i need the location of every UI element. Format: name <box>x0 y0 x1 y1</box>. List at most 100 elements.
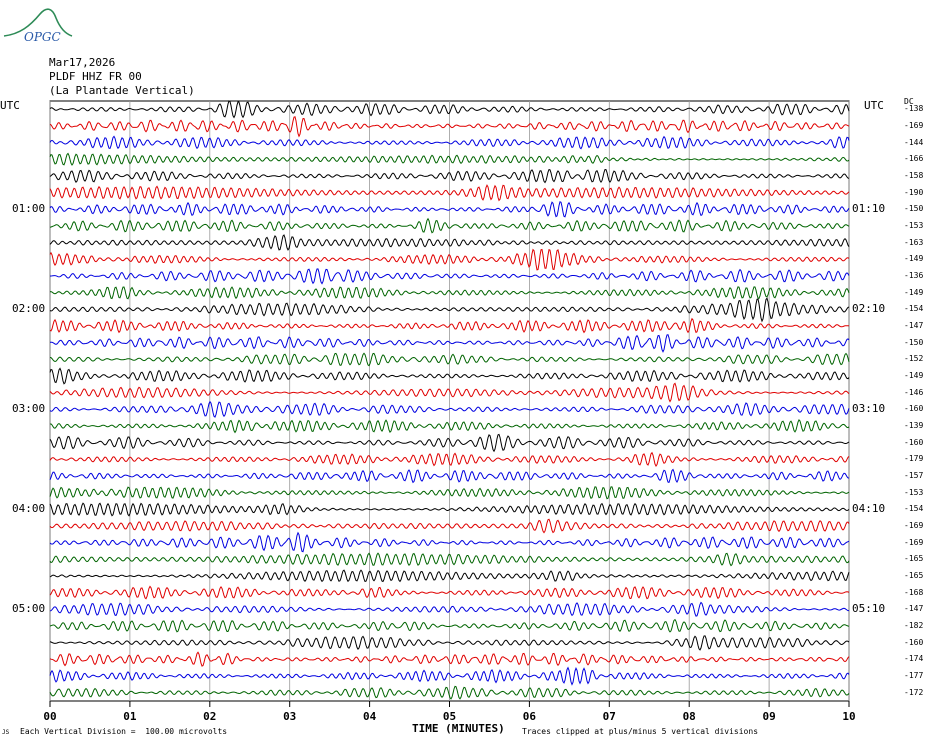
trace-line <box>49 317 850 334</box>
trace-line <box>49 531 850 553</box>
right-time-label: 03:10 <box>852 402 886 416</box>
x-tick-label: 05 <box>443 710 456 723</box>
dc-offset-label: -179 <box>904 454 924 464</box>
dc-offset-label: -150 <box>904 204 924 214</box>
dc-offset-label: -136 <box>904 271 924 280</box>
trace-line <box>49 400 850 418</box>
corner-mark: JS <box>2 729 10 736</box>
left-time-label: 02:00 <box>12 302 46 316</box>
left-time-label: 01:00 <box>12 202 46 216</box>
trace-line <box>49 666 850 686</box>
x-tick-label: 07 <box>603 710 616 723</box>
trace-line <box>49 184 850 202</box>
dc-offset-label: -182 <box>904 621 924 630</box>
trace-line <box>49 367 850 385</box>
dc-offset-label: -149 <box>904 371 924 380</box>
trace-line <box>49 248 850 271</box>
dc-offset-label: -138 <box>904 104 924 114</box>
right-time-label: 04:10 <box>852 502 886 516</box>
dc-offset-label: -153 <box>904 487 924 497</box>
dc-offset-label: -160 <box>904 404 924 414</box>
dc-offset-label: -169 <box>904 537 924 547</box>
left-time-label: 05:00 <box>12 602 46 616</box>
trace-line <box>49 135 850 150</box>
trace-line <box>49 100 850 119</box>
dc-offset-label: -169 <box>904 121 924 130</box>
dc-offset-label: -139 <box>904 421 924 430</box>
utc-right-label: UTC <box>864 99 884 112</box>
x-tick-label: 04 <box>363 710 377 723</box>
dc-offset-label: -146 <box>904 387 924 397</box>
left-time-label: 03:00 <box>12 402 46 416</box>
clip-note: Traces clipped at plus/minus 5 vertical … <box>522 727 759 736</box>
x-tick-label: 01 <box>123 710 137 723</box>
trace-line <box>49 685 850 700</box>
dc-offset-label: -152 <box>904 354 924 364</box>
trace-group <box>49 100 850 700</box>
dc-offset-label: -172 <box>904 687 924 697</box>
dc-offset-label: -144 <box>904 137 924 147</box>
trace-line <box>49 286 850 300</box>
x-tick-label: 06 <box>523 710 537 723</box>
x-tick-group: 00 01 02 03 04 05 06 07 08 09 10 <box>43 701 856 723</box>
trace-line <box>49 635 850 651</box>
dc-offset-label: -169 <box>904 521 924 530</box>
dc-offset-label: -160 <box>904 437 924 447</box>
right-time-label: 01:10 <box>852 202 886 216</box>
dc-offset-label: -147 <box>904 321 924 330</box>
dc-offset-label: -190 <box>904 187 924 197</box>
trace-line <box>49 468 850 484</box>
trace-line <box>49 116 850 138</box>
dc-offset-label: -165 <box>904 571 924 580</box>
dc-offset-label: -147 <box>904 604 924 614</box>
dc-offset-label: -177 <box>904 671 924 680</box>
dc-offset-label: -166 <box>904 154 924 164</box>
trace-line <box>49 382 850 403</box>
header-date: Mar17,2026 <box>49 56 116 69</box>
dc-offset-label: -153 <box>904 221 924 230</box>
header-station: (La Plantade Vertical) <box>49 84 195 97</box>
x-tick-label: 02 <box>203 710 216 723</box>
utc-left-label: UTC <box>0 99 20 112</box>
trace-line <box>49 201 850 218</box>
x-tick-label: 09 <box>762 710 775 723</box>
trace-line <box>49 502 850 517</box>
trace-line <box>49 651 850 667</box>
trace-line <box>49 518 850 534</box>
trace-line <box>50 334 850 353</box>
x-tick-label: 00 <box>43 710 56 723</box>
dc-offset-label: -158 <box>904 171 924 180</box>
trace-line <box>49 486 850 500</box>
dc-offset-label: -154 <box>904 504 924 514</box>
dc-offset-label: -163 <box>904 237 924 247</box>
logo-mountain-icon <box>3 8 73 37</box>
x-axis-label: TIME (MINUTES) <box>412 722 505 735</box>
trace-line <box>49 618 850 633</box>
x-tick-label: 03 <box>283 710 296 723</box>
dc-offset-label: -160 <box>904 637 924 647</box>
dc-offset-label: -149 <box>904 287 924 297</box>
plot-grid <box>49 100 850 702</box>
dc-label: DC <box>904 97 914 106</box>
trace-line <box>49 168 850 184</box>
dc-offset-label: -150 <box>904 337 924 347</box>
dc-offset-label: -149 <box>904 254 924 264</box>
trace-line <box>49 297 850 323</box>
trace-line <box>49 585 850 600</box>
trace-line <box>49 419 850 434</box>
scale-note: Each Vertical Division = 100.00 microvol… <box>20 727 228 736</box>
trace-line <box>49 451 850 467</box>
trace-line <box>49 234 850 251</box>
trace-line <box>49 152 850 166</box>
trace-line <box>49 352 850 367</box>
trace-line <box>49 433 850 453</box>
dc-offset-label: -154 <box>904 304 924 314</box>
dc-offset-label: -165 <box>904 554 924 564</box>
trace-line <box>49 217 850 234</box>
trace-line <box>49 601 849 617</box>
logo-text: OPGC <box>24 30 61 44</box>
trace-line <box>49 268 850 285</box>
header-channel: PLDF HHZ FR 00 <box>49 70 142 83</box>
x-tick-label: 10 <box>842 710 855 723</box>
